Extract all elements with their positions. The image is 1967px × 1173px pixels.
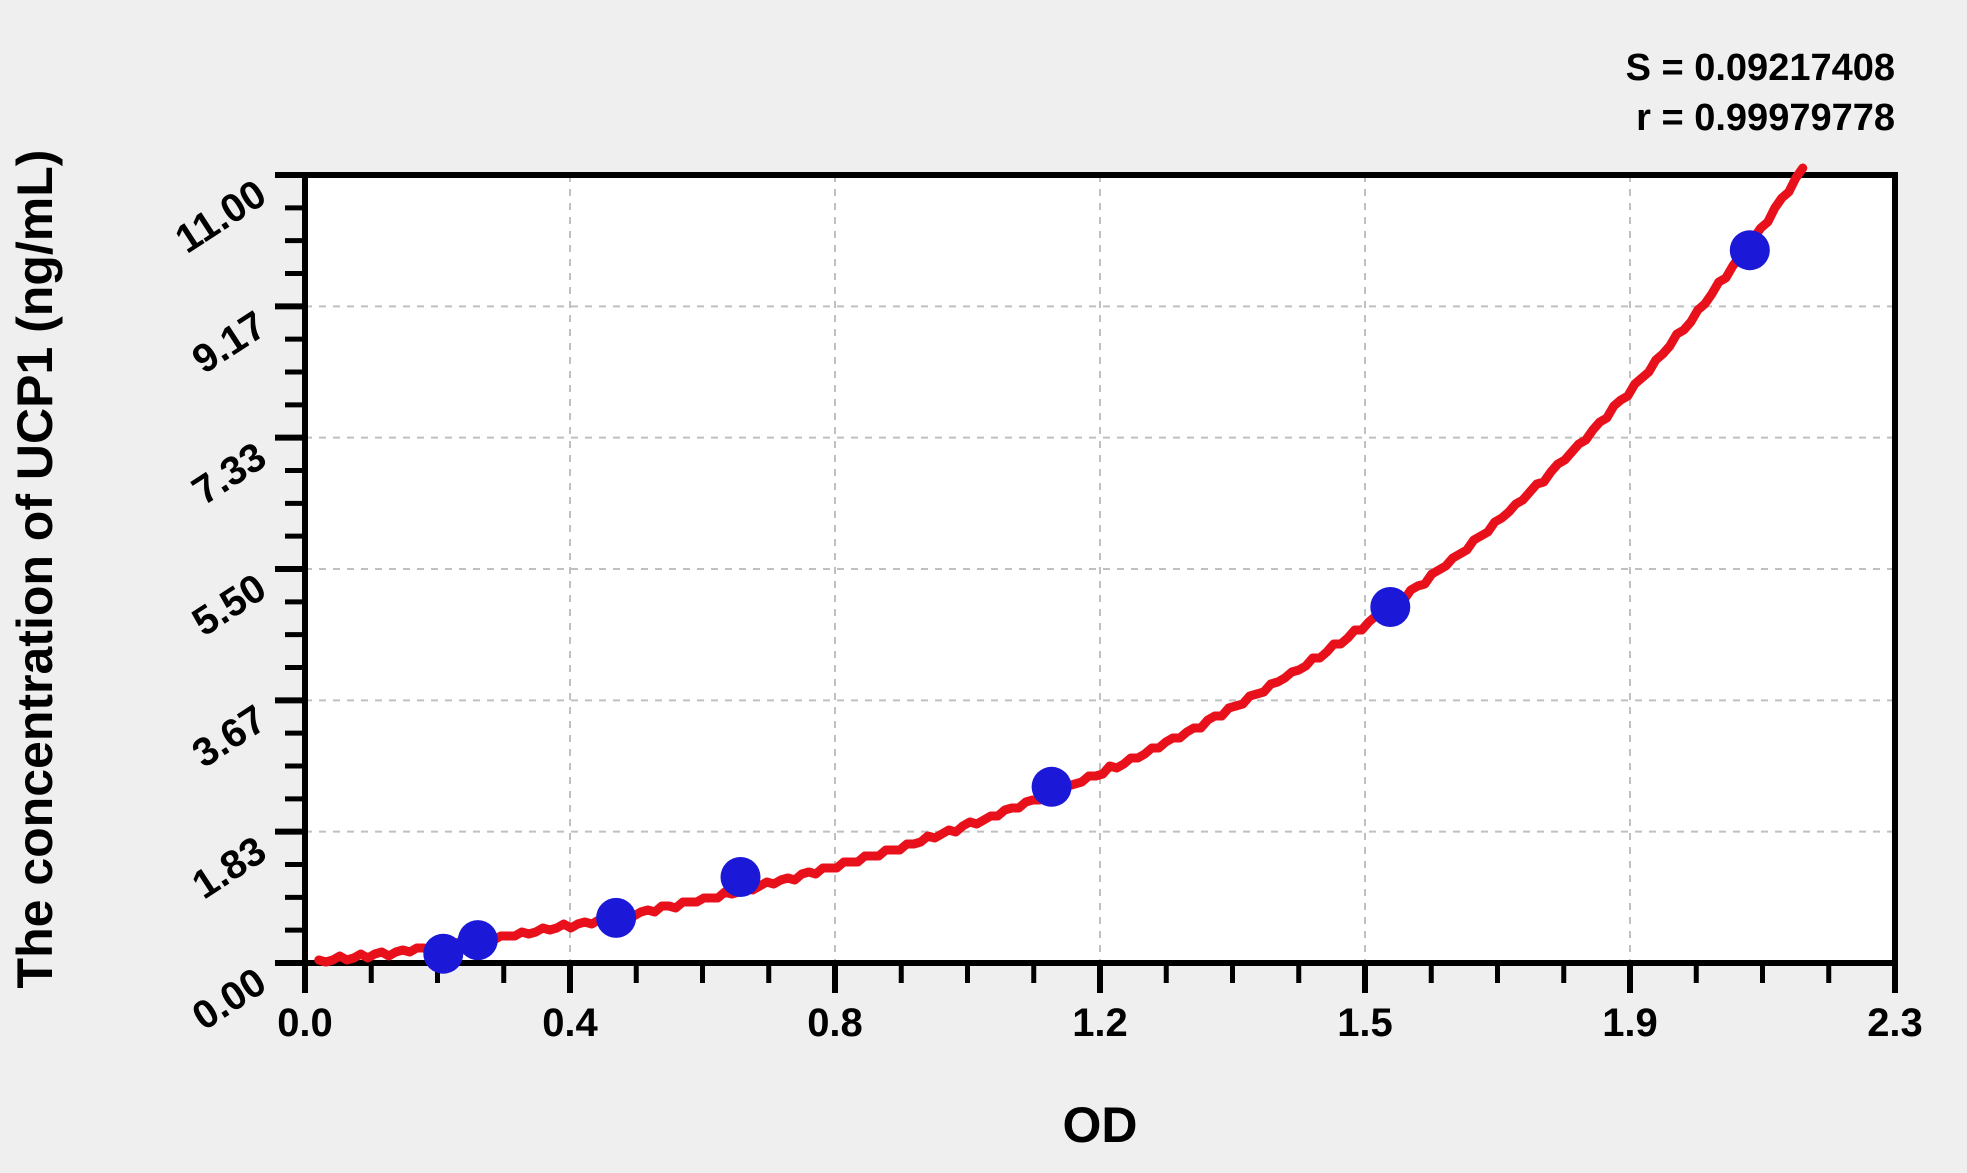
data-point xyxy=(423,933,464,974)
data-point xyxy=(1370,587,1411,627)
x-tick-label: 1.9 xyxy=(1602,1001,1658,1045)
x-tick-label: 1.5 xyxy=(1337,1001,1393,1045)
x-tick-label: 0.0 xyxy=(277,1001,333,1045)
y-tick-label: 5.50 xyxy=(185,566,274,645)
y-tick-label: 3.67 xyxy=(185,697,274,776)
y-tick-label: 11.00 xyxy=(168,172,274,262)
y-tick-labels: 0.00 1.83 3.67 5.50 7.33 9.17 11.00 xyxy=(168,172,274,1039)
data-point xyxy=(457,920,498,961)
axis-ticks xyxy=(275,172,1898,993)
x-axis-title: OD xyxy=(1063,1097,1138,1153)
stat-r-value: r = 0.99979778 xyxy=(1636,97,1895,139)
y-tick-label: 7.33 xyxy=(185,434,274,513)
data-point xyxy=(1031,766,1072,807)
x-tick-label: 0.8 xyxy=(807,1001,863,1045)
x-tick-label: 1.2 xyxy=(1072,1001,1128,1045)
y-tick-label: 1.83 xyxy=(185,828,274,907)
plot-frame xyxy=(302,172,1898,966)
x-tick-label: 0.4 xyxy=(542,1001,598,1045)
y-tick-label: 9.17 xyxy=(185,303,274,382)
data-points-layer xyxy=(423,230,1770,974)
y-tick-label: 0.00 xyxy=(185,960,274,1039)
data-point xyxy=(720,857,761,897)
x-tick-labels: 0.0 0.4 0.8 1.2 1.5 1.9 2.3 xyxy=(277,1001,1923,1045)
y-axis-title: The concentration of UCP1 (ng/mL) xyxy=(7,150,63,989)
x-tick-label: 2.3 xyxy=(1867,1001,1923,1045)
stat-s-value: S = 0.09217408 xyxy=(1626,47,1895,89)
gridlines xyxy=(305,175,1895,963)
data-point xyxy=(1729,230,1770,271)
data-point xyxy=(596,897,637,938)
